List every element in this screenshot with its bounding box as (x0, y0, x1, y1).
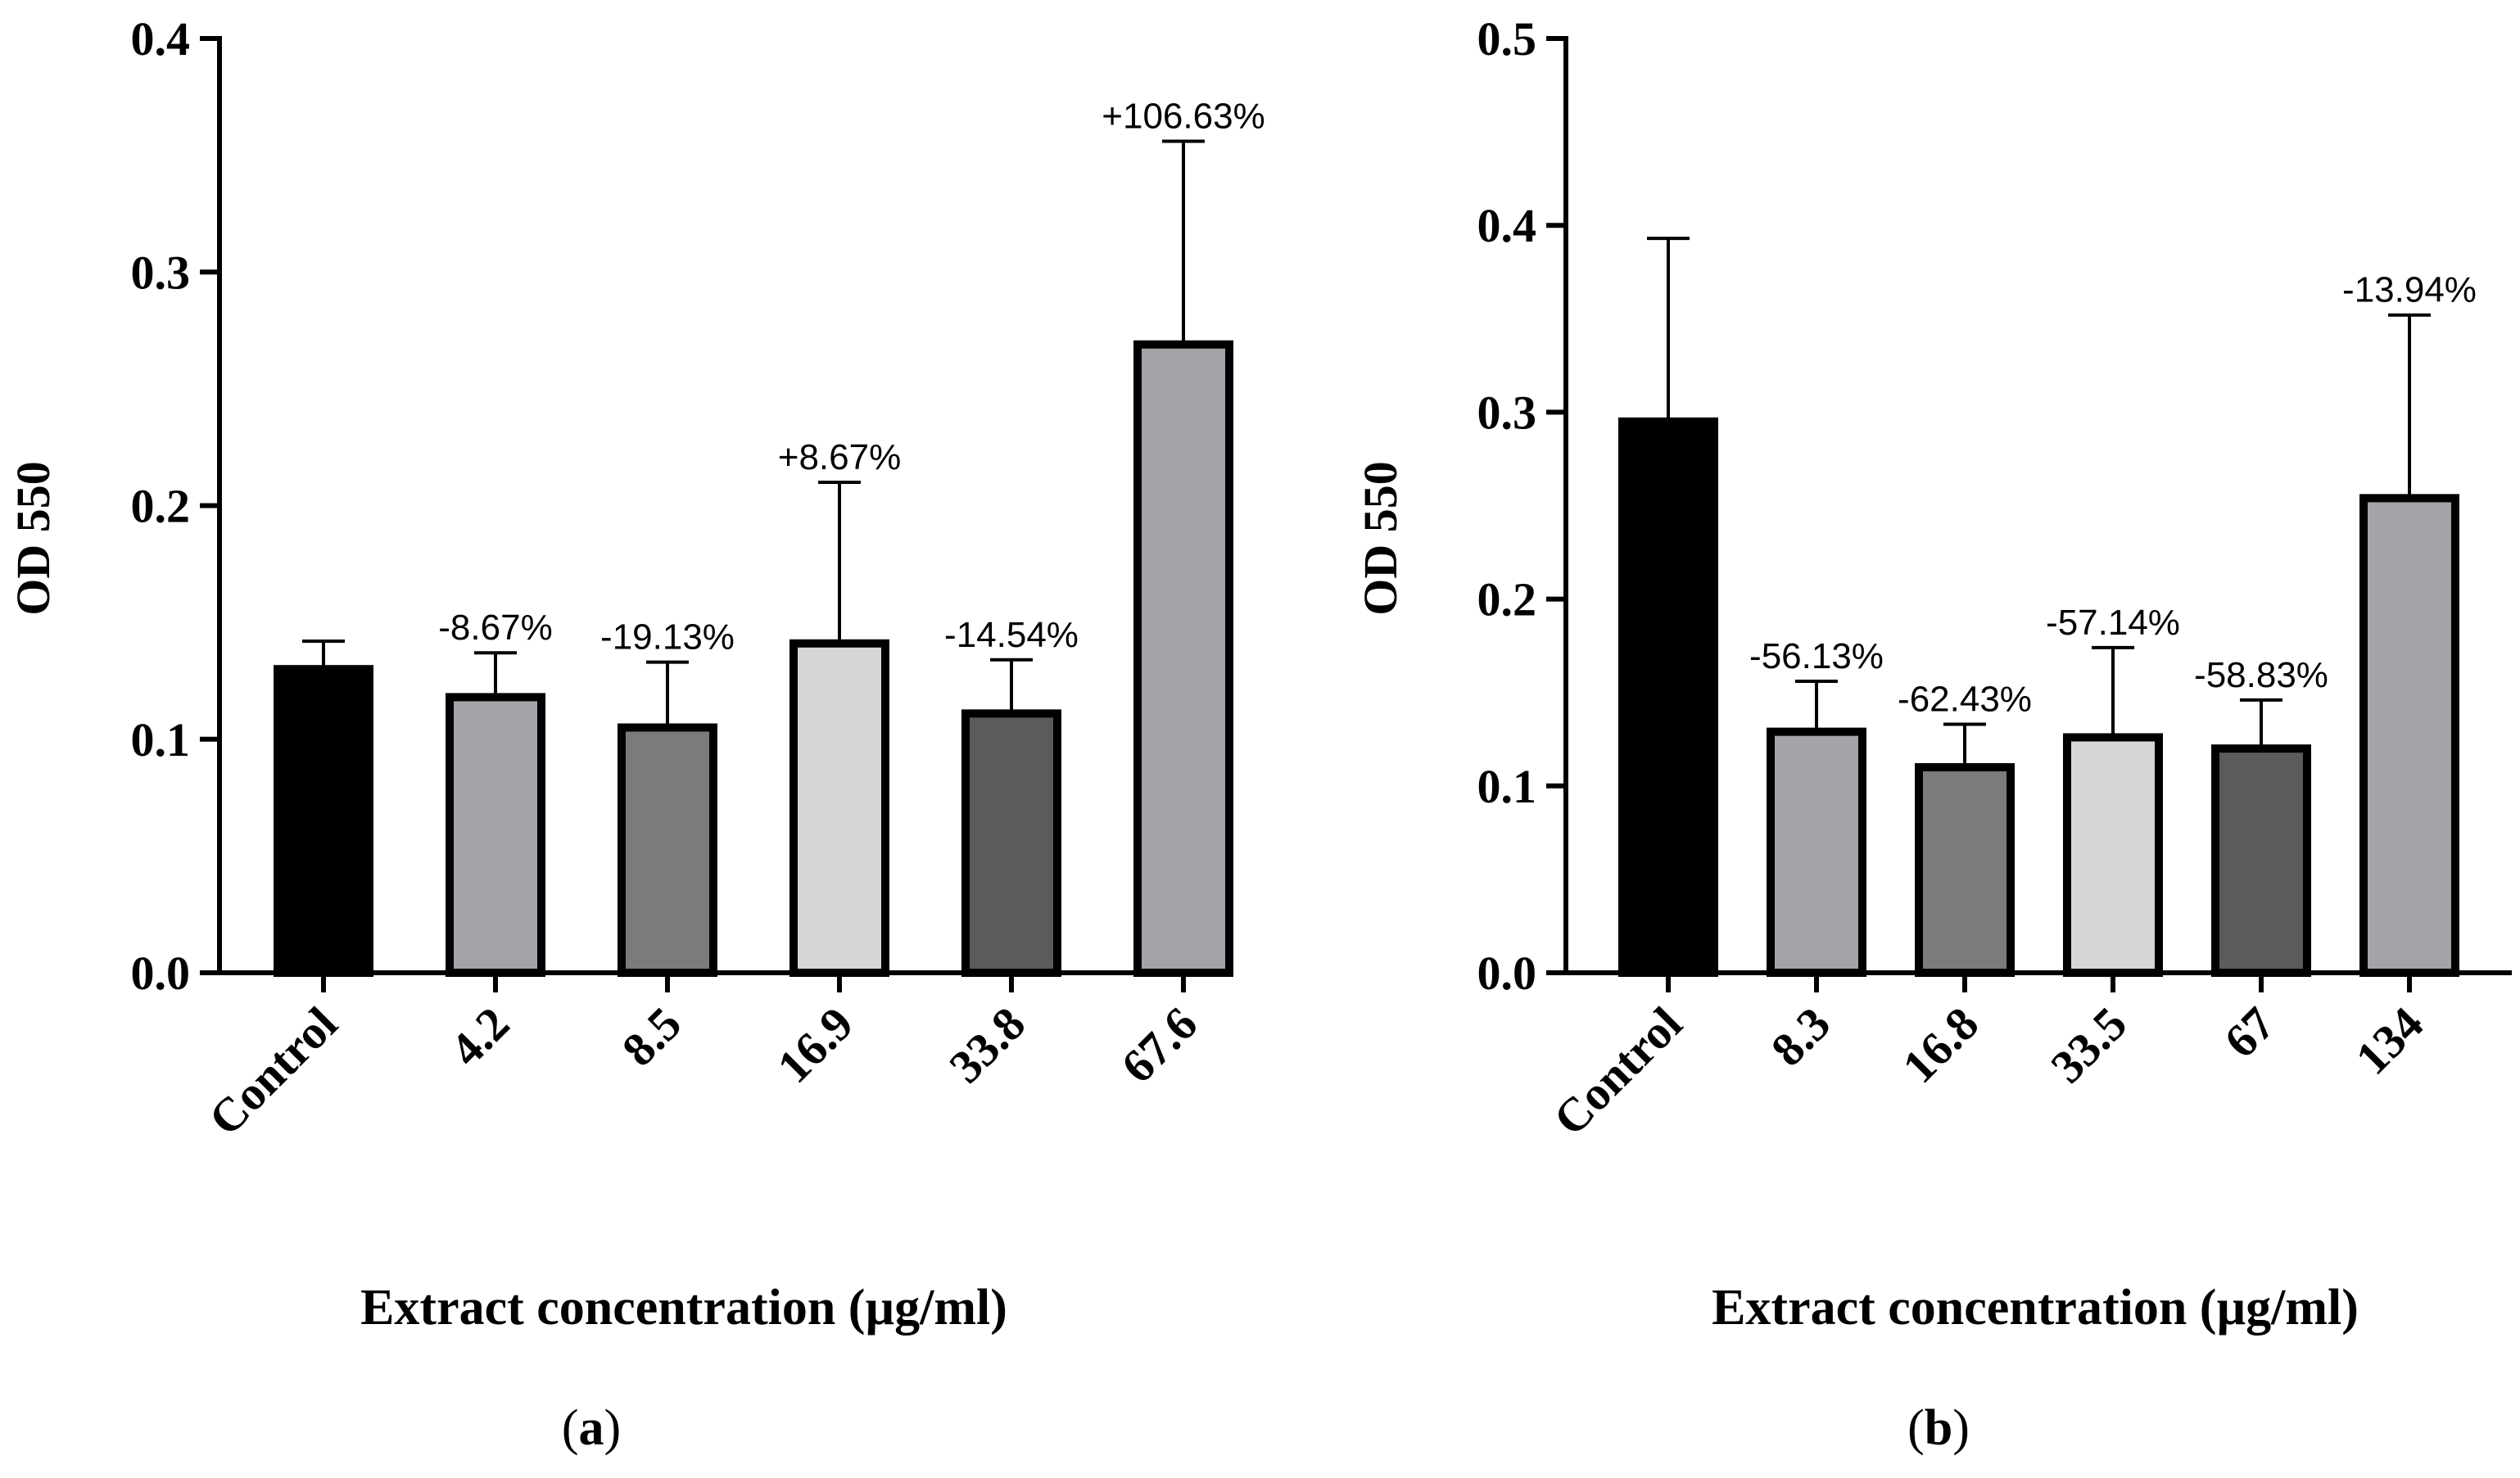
x-tick-label: 16.9 (767, 997, 863, 1093)
y-tick-label: 0.0 (131, 947, 191, 1000)
x-tick-label: 8.3 (1761, 997, 1840, 1076)
chart-panel-a: -8.67% -19.13% +8.67% -14.54% +106.63% 0.0 0.1… (7, 12, 1265, 1456)
bar-annotation: -14.54% (944, 615, 1079, 655)
y-tick-label: 0.3 (1477, 386, 1537, 439)
x-tick-label: Control (1543, 997, 1692, 1146)
x-tick-label: 67 (2214, 997, 2285, 1068)
chart-panel-b: -56.13% -62.43% -57.14% -58.83% -13.94% 0.0 0.… (1354, 12, 2512, 1456)
bar-33.5 (2063, 733, 2163, 978)
caption-open-paren: ( (562, 1400, 579, 1456)
bar-annotation: -58.83% (2194, 655, 2328, 695)
bar-annotation: -62.43% (1898, 679, 2032, 719)
x-axis-title: Extract concentration (µg/ml) (1712, 1280, 2359, 1336)
bar-annotation: +106.63% (1102, 97, 1265, 137)
y-tick-label: 0.2 (131, 480, 191, 533)
x-tick-label: 33.5 (2040, 997, 2137, 1093)
y-axis-title: OD 550 (7, 461, 60, 616)
y-tick-label: 0.1 (1477, 760, 1537, 813)
panel-caption: (b) (1907, 1400, 1970, 1456)
x-tick-label: 16.8 (1892, 997, 1988, 1093)
bar-67 (2211, 744, 2311, 977)
bar-67.6 (1133, 340, 1233, 977)
bar-Control (274, 665, 373, 977)
bar-16.9 (789, 639, 889, 977)
x-axis-title: Extract concentration (µg/ml) (360, 1280, 1007, 1336)
bar-16.8 (1915, 762, 2015, 977)
panel-caption: (a) (562, 1400, 621, 1456)
caption-letter: b (1925, 1400, 1952, 1456)
x-tick-label: 134 (2346, 997, 2433, 1084)
y-tick-label: 0.2 (1477, 573, 1537, 626)
x-tick-label: 4.2 (440, 997, 519, 1076)
caption-close-paren: ) (604, 1400, 622, 1456)
bar-33.8 (961, 709, 1061, 977)
bar-8.5 (618, 723, 717, 977)
bar-annotation: -57.14% (2046, 603, 2180, 643)
bar-annotation: -19.13% (600, 617, 735, 658)
bar-134 (2359, 494, 2459, 977)
y-tick-label: 0.4 (131, 12, 191, 66)
y-tick-label: 0.4 (1477, 199, 1537, 252)
x-tick-label: 8.5 (612, 997, 691, 1076)
bar-annotation: +8.67% (778, 437, 901, 477)
x-tick-label: Control (198, 997, 347, 1146)
y-tick-label: 0.1 (131, 713, 191, 766)
y-tick-label: 0.5 (1477, 12, 1537, 66)
bar-annotation: -8.67% (438, 608, 552, 648)
x-tick-label: 67.6 (1111, 997, 1207, 1093)
bar-8.3 (1767, 727, 1866, 977)
caption-close-paren: ) (1952, 1400, 1970, 1456)
caption-open-paren: ( (1907, 1400, 1925, 1456)
bar-annotation: -13.94% (2342, 270, 2477, 310)
y-axis-title: OD 550 (1354, 461, 1407, 616)
y-tick-label: 0.0 (1477, 947, 1537, 1000)
bar-annotation: -56.13% (1749, 636, 1884, 676)
caption-letter: a (579, 1400, 604, 1456)
bar-Control (1618, 417, 1718, 977)
x-tick-label: 33.8 (939, 997, 1035, 1093)
y-tick-label: 0.3 (131, 246, 191, 299)
bar-4.2 (446, 693, 545, 978)
